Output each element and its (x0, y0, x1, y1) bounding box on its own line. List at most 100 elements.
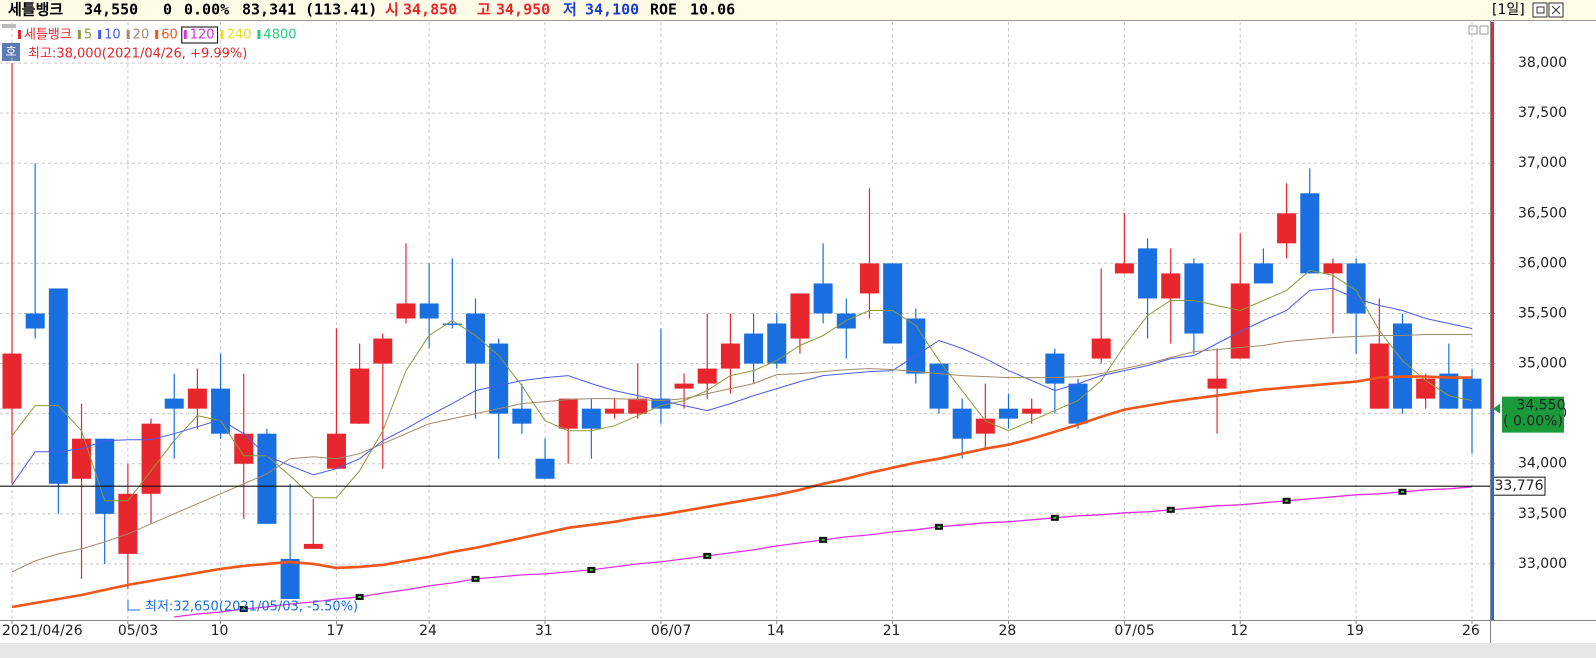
candle-body (558, 398, 578, 429)
period[interactable]: [1일] (1492, 2, 1525, 18)
y-tick-label: 35,000 (1518, 356, 1567, 372)
x-tick-label: 26 (1462, 623, 1480, 639)
candle-body (697, 368, 717, 384)
close-panel[interactable] (1479, 25, 1489, 35)
volume-ratio: (113.41) (305, 1, 377, 19)
price-tag-label: 34,550 (1517, 398, 1566, 414)
x-tick-label: 28 (999, 623, 1017, 639)
ma-marker-dot (937, 525, 941, 528)
high-label: 고 (477, 1, 491, 19)
menu-icon[interactable] (2, 24, 16, 28)
legend-label: 세틀뱅크 (24, 28, 72, 43)
candle-body (303, 543, 323, 549)
change: 0 (163, 1, 172, 19)
candle-body (489, 343, 509, 414)
candle-body (442, 323, 462, 326)
y-tick-label: 38,000 (1518, 55, 1567, 71)
candle-body (1346, 263, 1366, 314)
open-label: 시 (385, 1, 399, 19)
candle-body (929, 363, 949, 409)
candle-body (535, 458, 555, 479)
x-tick-label: 17 (326, 623, 344, 639)
legend-label: 60 (161, 28, 178, 43)
candle-body (1068, 383, 1088, 424)
ma-marker-dot (1400, 490, 1404, 493)
low-arrow (127, 600, 140, 611)
legend-swatch (98, 30, 102, 39)
plot (0, 22, 1490, 620)
x-tick-label: 19 (1346, 623, 1364, 639)
x-tick-label: 21 (883, 623, 901, 639)
candle-body (25, 313, 45, 329)
candle-body (1369, 343, 1389, 409)
maximize-icon (1536, 6, 1545, 14)
candle-body (1416, 378, 1436, 399)
stock-name: 세틀뱅크 (8, 1, 63, 19)
candle-body (141, 423, 161, 494)
candle-body (859, 263, 879, 294)
high: 34,950 (496, 1, 550, 19)
y-tick-label: 36,500 (1518, 205, 1567, 221)
candle-body (465, 313, 485, 364)
candle-body (1253, 263, 1273, 284)
ma-marker-dot (358, 595, 362, 598)
y-tick-label: 37,500 (1518, 105, 1567, 121)
order-icon[interactable] (2, 43, 20, 61)
y-tick-label: 36,000 (1518, 255, 1567, 271)
y-tick-label: 33,500 (1518, 506, 1567, 522)
candle-body (326, 433, 346, 469)
x-tick-label: 05/03 (118, 623, 158, 639)
candle-body (1439, 373, 1459, 409)
legend-label: 120 (190, 28, 215, 43)
candle-body (605, 408, 625, 414)
candle-body (628, 398, 648, 414)
ma-marker-dot (242, 607, 246, 610)
x-tick-label: 2021/04/26 (2, 623, 83, 639)
candle-body (396, 303, 416, 319)
legend-box (181, 26, 219, 44)
y-tick-label: 34,000 (1518, 456, 1567, 472)
price: 34,550 (84, 1, 138, 19)
min-panel[interactable] (1468, 25, 1478, 35)
order-icon-glyph: 호 (5, 45, 16, 59)
ma-marker-dot (1169, 508, 1173, 511)
bottom-bar (0, 643, 1596, 658)
high-annotation: 최고:38,000(2021/04/26, +9.99%) (28, 47, 247, 62)
candle-body (72, 438, 92, 479)
candle-body (813, 283, 833, 314)
low-label: 저 (563, 1, 577, 19)
ma-line (11, 334, 1472, 573)
candle-body (1045, 353, 1065, 384)
candle-body (1207, 378, 1227, 389)
candle-body (1114, 263, 1134, 274)
candle-body (234, 433, 254, 464)
legend-label: 240 (227, 28, 252, 43)
candle-body (720, 343, 740, 369)
legend-swatch (257, 30, 261, 39)
price-bar-down (1491, 408, 1494, 620)
legend-label: 5 (84, 28, 92, 43)
candle-body (906, 318, 926, 374)
candle-body (1022, 408, 1042, 414)
ma-line (174, 486, 1473, 618)
candle-body (1277, 213, 1297, 244)
candle-body (952, 408, 972, 439)
x-tick-label: 07/05 (1114, 623, 1154, 639)
candle-body (164, 398, 184, 409)
legend-swatch (126, 30, 130, 39)
ma-line (11, 269, 1473, 502)
candle-body (1161, 273, 1181, 299)
candle-body (2, 353, 22, 409)
ma-marker-dot (705, 554, 709, 557)
legend-swatch (183, 30, 187, 39)
maximize-button[interactable] (1532, 2, 1548, 18)
candle-body (211, 388, 231, 434)
price-tag-change: ( 0.00%) (1503, 414, 1563, 430)
change-pct: 0.00% (184, 1, 229, 19)
legend-swatch (77, 30, 81, 39)
low-annotation: 최저:32,650(2021/05/03, -5.50%) (145, 600, 358, 615)
ma-marker-dot (1285, 499, 1289, 502)
x-tick-label: 12 (1230, 623, 1248, 639)
candle-body (1392, 323, 1412, 409)
legend-label: 20 (133, 28, 150, 43)
